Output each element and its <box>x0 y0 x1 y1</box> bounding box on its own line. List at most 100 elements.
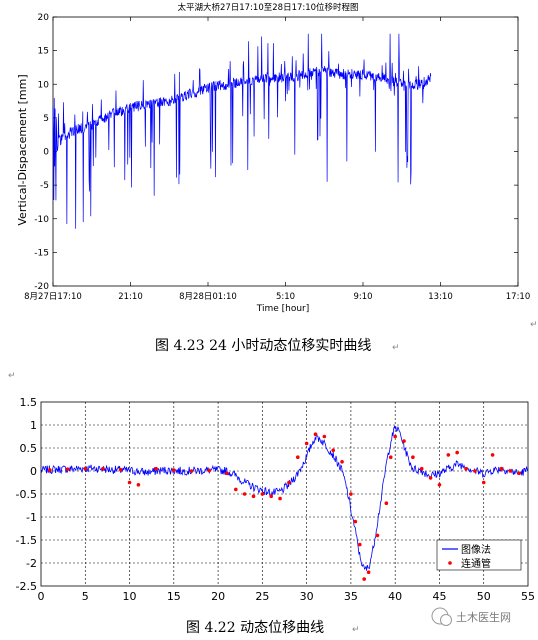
x-tick-label: 30 <box>300 590 314 603</box>
connected-pipe-point <box>304 441 309 446</box>
connected-pipe-point <box>481 480 486 485</box>
return-mark: ↵ <box>352 625 360 635</box>
connected-pipe-point <box>189 469 194 473</box>
connected-pipe-point <box>48 468 52 472</box>
connected-pipe-point <box>127 480 132 485</box>
connected-pipe-point <box>269 494 274 499</box>
y-tick-label: 1.5 <box>20 396 38 409</box>
watermark-text: 土木医生网 <box>456 610 511 624</box>
connected-pipe-point <box>118 467 123 472</box>
image-method-series-line <box>40 425 529 571</box>
y-tick-label: -10 <box>34 215 49 225</box>
chart-bottom-plot-area <box>40 425 529 581</box>
y-tick-label: 1 <box>30 419 37 432</box>
connected-pipe-point <box>260 492 265 496</box>
connected-pipe-point <box>490 453 495 457</box>
x-tick-label: 17:10 <box>506 292 531 302</box>
connected-pipe-point <box>388 455 393 460</box>
chart-bottom-legend: 图像法 连通管 <box>436 539 522 571</box>
chart-bottom: 1.5 1 0.5 0 -0.5 -1 -1.5 -2 -2.5 0 5 10 15 20 25 30 35 4… <box>16 396 535 603</box>
x-tick-label: 55 <box>521 590 535 603</box>
x-tick-label: 20 <box>211 590 225 603</box>
connected-pipe-point <box>508 469 513 473</box>
connected-pipe-point <box>366 570 371 574</box>
chart-bottom-x-axis: 0 5 10 15 20 25 30 35 40 45 50 55 <box>38 590 536 603</box>
x-tick-label: 21:10 <box>118 292 143 302</box>
caption-fig-4-22: 图 4.22 动态位移曲线 <box>186 620 324 636</box>
connected-pipe-point <box>340 460 344 464</box>
connected-pipe-point <box>234 487 238 492</box>
x-tick-label: 5:10 <box>276 292 295 302</box>
y-tick-label: 0 <box>30 465 37 478</box>
y-tick-label: 20 <box>38 13 50 23</box>
connected-pipe-point <box>362 577 366 581</box>
connected-pipe-point <box>384 501 389 506</box>
y-tick-label: -2.5 <box>16 580 37 593</box>
legend-box <box>436 539 522 571</box>
connected-pipe-point <box>278 496 282 501</box>
chart-top-x-axis: 8月27日17:10 21:10 8月28日01:10 5:10 9:10 13:10 17… <box>24 17 530 302</box>
connected-pipe-point <box>419 466 424 471</box>
chart-top: 太平湖大桥27日17:10至28日17:10位移时程图 20 15 10 5 0 -5 -1… <box>16 2 530 314</box>
connected-pipe-point <box>437 483 442 487</box>
x-tick-label: 40 <box>388 590 402 603</box>
connected-pipe-point <box>349 492 353 496</box>
connected-pipe-point <box>207 468 212 473</box>
chart-bottom-y-axis: 1.5 1 0.5 0 -0.5 -1 -1.5 -2 -2.5 <box>16 396 37 593</box>
y-tick-label: 5 <box>43 114 49 124</box>
x-tick-label: 5 <box>82 590 89 603</box>
x-tick-label: 50 <box>477 590 491 603</box>
connected-pipe-point <box>65 467 70 471</box>
connected-pipe-point <box>446 453 451 457</box>
x-tick-label: 10 <box>123 590 137 603</box>
y-tick-label: -0.5 <box>16 488 37 501</box>
chart-top-plot-area <box>52 33 432 229</box>
connected-pipe-point <box>242 492 247 496</box>
x-tick-label: 15 <box>167 590 181 603</box>
y-tick-label: 0.5 <box>20 442 38 455</box>
legend-label-connected-pipe: 连通管 <box>461 557 491 570</box>
y-tick-label: 0 <box>43 148 49 158</box>
y-tick-label: -5 <box>40 181 49 191</box>
y-tick-label: -20 <box>34 282 49 292</box>
chart-top-xlabel: Time [hour] <box>256 304 310 314</box>
connected-pipe-point <box>287 480 291 485</box>
wechat-logo-icon <box>440 614 452 626</box>
displacement-series-line <box>52 33 432 229</box>
connected-pipe-point <box>428 476 433 480</box>
chart-top-ylabel: Vertical-Dispacement [mm] <box>16 74 29 225</box>
connected-pipe-point <box>313 432 318 437</box>
connected-pipe-point <box>101 466 105 471</box>
connected-pipe-point <box>331 448 336 453</box>
connected-pipe-point <box>499 466 504 471</box>
return-mark: ↵ <box>530 320 538 330</box>
caption-fig-4-23: 图 4.23 24 小时动态位移实时曲线 <box>155 338 371 354</box>
connected-pipe-point <box>517 471 521 476</box>
connected-pipe-point <box>402 439 406 443</box>
x-tick-label: 8月28日01:10 <box>179 292 237 302</box>
y-tick-label: 10 <box>38 80 50 90</box>
y-tick-label: -1 <box>26 511 37 524</box>
connected-pipe-point <box>322 434 327 439</box>
return-mark: ↵ <box>8 371 16 381</box>
chart-top-frame <box>52 16 519 287</box>
chart-top-y-axis: 20 15 10 5 0 -5 -10 -15 -20 <box>34 13 518 292</box>
chart-top-title: 太平湖大桥27日17:10至28日17:10位移时程图 <box>177 2 358 13</box>
return-mark: ↵ <box>392 343 400 353</box>
x-tick-label: 35 <box>344 590 358 603</box>
legend-label-image-method: 图像法 <box>461 543 491 556</box>
connected-pipe-point <box>353 519 358 524</box>
x-tick-label: 8月27日17:10 <box>24 292 82 302</box>
y-tick-label: -15 <box>34 248 49 258</box>
y-tick-label: -2 <box>26 557 37 570</box>
watermark: 土木医生网 <box>431 607 511 626</box>
x-tick-label: 9:10 <box>353 292 372 302</box>
x-tick-label: 25 <box>255 590 269 603</box>
connected-pipe-point <box>83 466 88 471</box>
connected-pipe-point <box>455 450 459 455</box>
connected-pipe-point <box>172 468 176 472</box>
connected-pipe-point <box>464 466 468 471</box>
x-tick-label: 0 <box>38 590 45 603</box>
connected-pipe-point <box>357 542 362 547</box>
